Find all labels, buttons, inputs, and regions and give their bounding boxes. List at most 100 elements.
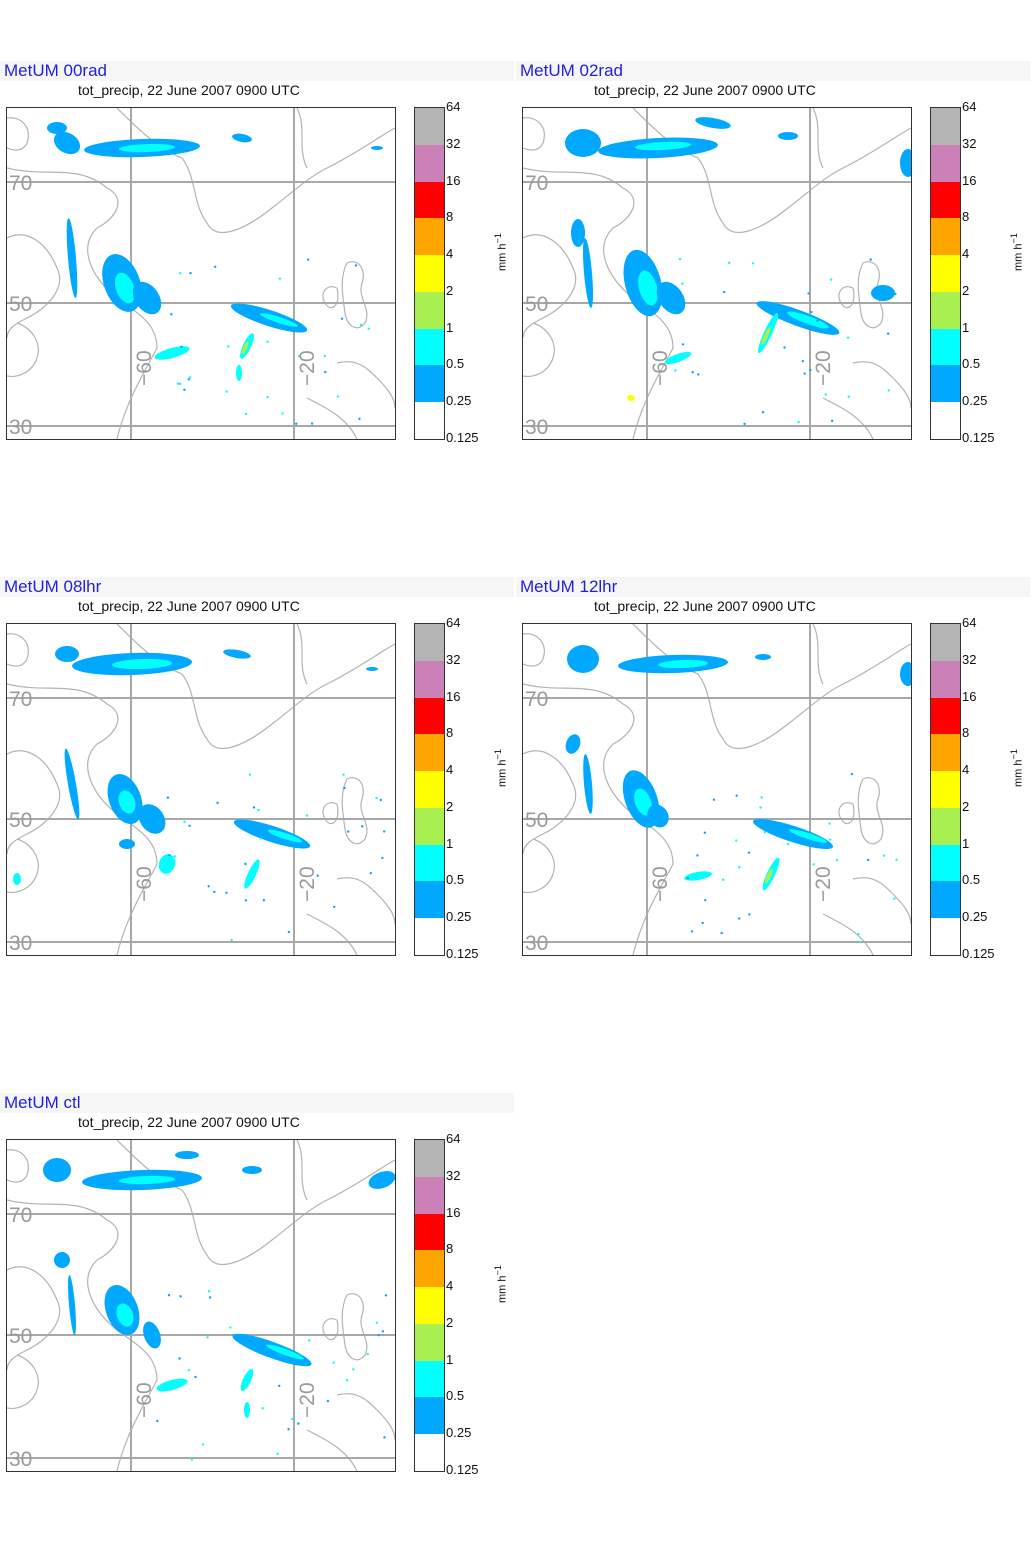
colorbar-tick-label: 0.5	[962, 872, 981, 888]
precip-speck	[857, 940, 860, 944]
precip-cell	[138, 804, 166, 834]
coastline	[341, 777, 368, 845]
colorbar-tick-label: 8	[962, 209, 970, 225]
precip-speck	[721, 878, 725, 881]
longitude-label: −60	[133, 866, 156, 902]
precip-speck	[190, 1458, 194, 1461]
precip-speck	[759, 806, 762, 809]
longitude-label: −20	[296, 866, 319, 902]
latitude-label: 30	[9, 1448, 33, 1471]
precip-speck	[690, 930, 694, 933]
precip-speck	[360, 825, 364, 828]
precip-speck	[828, 822, 831, 825]
colorbar-cell	[931, 365, 960, 403]
unit-label: mm h−1	[493, 233, 509, 271]
coastline	[7, 1199, 158, 1471]
colorbar-cell	[931, 734, 960, 772]
precip-speck	[887, 389, 890, 392]
precip-speck	[846, 336, 850, 339]
precip-speck	[763, 830, 767, 834]
precip-cell	[755, 654, 771, 660]
coastline	[523, 838, 555, 894]
precip-cell	[54, 1252, 70, 1268]
precip-cell	[647, 804, 669, 828]
precip-speck	[810, 310, 813, 314]
colorbar-cell	[415, 144, 444, 183]
colorbar-cell	[415, 660, 444, 699]
precip-speck	[266, 340, 269, 344]
precip-cell	[240, 1368, 254, 1392]
precip-speck	[188, 376, 192, 379]
precip-speck	[166, 796, 170, 799]
precip-cell	[582, 238, 594, 308]
colorbar-tick-label: 2	[962, 282, 970, 298]
coastline	[306, 397, 358, 439]
coastline	[7, 234, 61, 339]
map-panel-12lhr: MetUM 12lhr tot_precip, 22 June 2007 090…	[516, 577, 1030, 1037]
precip-cell	[242, 1166, 262, 1174]
colorbar-cell	[931, 181, 960, 219]
precip-cell	[371, 146, 383, 150]
precip-speck	[207, 1290, 211, 1293]
precip-speck	[383, 830, 386, 833]
precip-cell	[119, 839, 135, 849]
colorbar-cell	[931, 108, 960, 146]
colorbar-cell	[415, 291, 444, 330]
coastline	[7, 117, 29, 151]
colorbar-cell	[415, 1323, 444, 1362]
precip-speck	[359, 323, 363, 327]
colorbar-cell	[415, 1250, 444, 1288]
precip-cell	[55, 646, 79, 662]
colorbar-cell	[415, 255, 444, 293]
precip-speck	[257, 808, 260, 812]
precip-map: 70 50 30 −60 −20	[6, 107, 396, 440]
precip-speck	[728, 261, 731, 265]
colorbar-cell	[415, 108, 444, 146]
colorbar	[414, 1139, 445, 1472]
latitude-label: 30	[9, 416, 33, 439]
latitude-label: 30	[9, 932, 33, 955]
precip-cell	[627, 395, 635, 401]
precip-speck	[188, 824, 191, 827]
precip-speck	[178, 271, 182, 275]
precip-cell	[132, 281, 162, 315]
precip-speck	[686, 876, 690, 880]
precip-cell	[244, 1402, 250, 1418]
colorbar-cell	[931, 844, 960, 882]
colorbar-cell	[415, 807, 444, 846]
precip-speck	[213, 890, 216, 894]
panel-subtitle: tot_precip, 22 June 2007 0900 UTC	[78, 1114, 300, 1130]
coastline	[116, 108, 395, 233]
latitude-label: 70	[525, 688, 549, 711]
precip-speck	[178, 382, 182, 386]
precip-speck	[760, 796, 763, 799]
panel-header	[0, 1093, 514, 1113]
precip-cell	[656, 281, 686, 315]
precip-speck	[173, 855, 176, 858]
coastline	[7, 322, 39, 378]
precip-speck	[225, 891, 228, 894]
colorbar-tick-label: 4	[446, 246, 454, 262]
colorbar-tick-label: 0.125	[962, 430, 995, 445]
precip-speck	[847, 395, 850, 398]
colorbar-tick-label: 8	[446, 209, 454, 225]
panel-header	[0, 61, 514, 81]
precip-speck	[180, 345, 183, 348]
colorbar-cell	[415, 181, 444, 219]
colorbar-cell	[415, 1213, 444, 1251]
precip-speck	[244, 899, 248, 902]
colorbar-cell	[415, 881, 444, 919]
colorbar-tick-label: 0.25	[446, 909, 472, 925]
precip-cell	[154, 346, 190, 360]
colorbar-cell	[931, 402, 960, 440]
precip-cell	[53, 131, 81, 155]
colorbar-cell	[415, 402, 444, 440]
colorbar-tick-label: 0.5	[446, 356, 465, 372]
panel-title: MetUM 12lhr	[520, 577, 618, 596]
precip-speck	[830, 419, 834, 423]
colorbar-cell	[931, 771, 960, 809]
latitude-label: 70	[525, 172, 549, 195]
precip-speck	[816, 319, 819, 322]
precip-cell	[788, 829, 828, 843]
colorbar-tick-label: 8	[446, 725, 454, 741]
